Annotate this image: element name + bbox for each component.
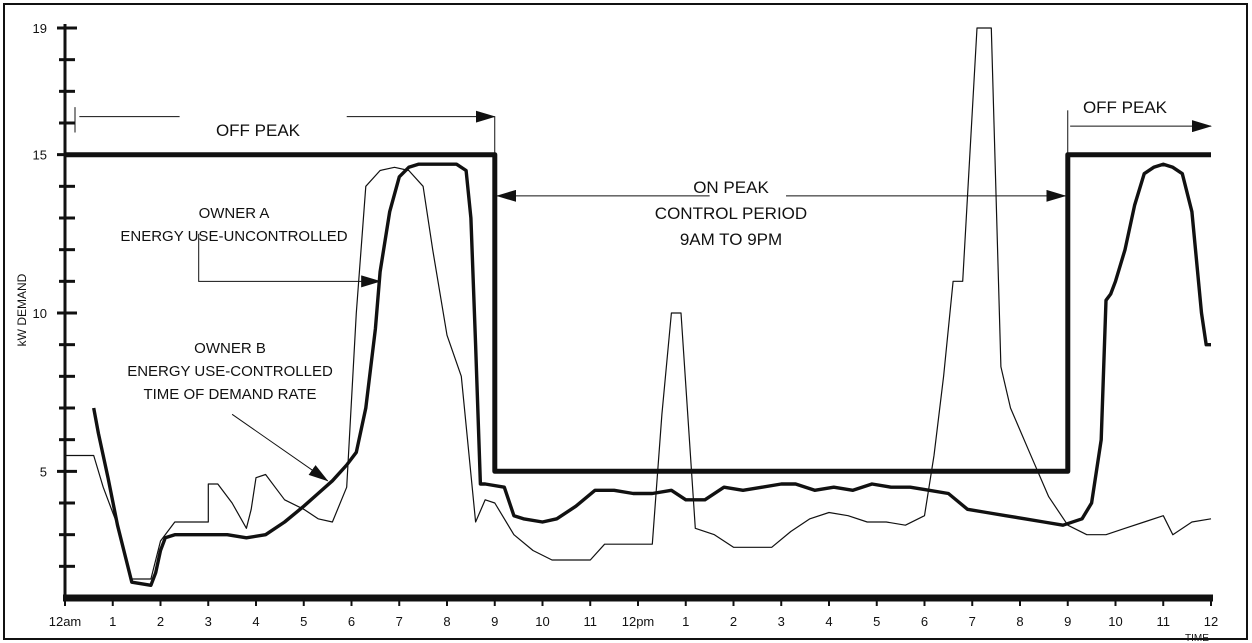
annotation-owner-b-line3: TIME OF DEMAND RATE: [143, 386, 316, 403]
x-tick-label-18: 6: [921, 614, 928, 629]
annotation-on-peak-line1: ON PEAK: [693, 178, 769, 197]
x-tick-label-15: 3: [778, 614, 785, 629]
x-tick-label-16: 4: [825, 614, 832, 629]
series-lines: [65, 27, 1212, 587]
annotation-owner-a-line2: ENERGY USE-UNCONTROLLED: [120, 228, 347, 245]
x-tick-label-5: 5: [300, 614, 307, 629]
x-tick-label-7: 7: [396, 614, 403, 629]
x-tick-label-21: 9: [1064, 614, 1071, 629]
series-line-2: [65, 27, 1212, 580]
y-tick-label-3: 19: [33, 21, 47, 36]
y-axis-title: kW DEMAND: [15, 273, 29, 346]
y-tick-label-2: 15: [33, 148, 47, 163]
x-tick-label-1: 1: [109, 614, 116, 629]
x-tick-label-13: 1: [682, 614, 689, 629]
x-tick-label-14: 2: [730, 614, 737, 629]
annotation-owner-a-line1: OWNER A: [199, 205, 270, 222]
annotation-on-peak-line2: CONTROL PERIOD: [655, 204, 807, 223]
x-tick-label-17: 5: [873, 614, 880, 629]
annotation-off-peak-right: OFF PEAK: [1083, 98, 1168, 117]
x-tick-label-0: 12am: [49, 614, 82, 629]
x-tick-label-19: 7: [969, 614, 976, 629]
x-tick-label-20: 8: [1016, 614, 1023, 629]
x-tick-label-8: 8: [443, 614, 450, 629]
annotation-on-peak-line3: 9AM TO 9PM: [680, 230, 782, 249]
annotation-arrows: [79, 110, 1212, 482]
x-tick-label-6: 6: [348, 614, 355, 629]
x-tick-label-9: 9: [491, 614, 498, 629]
annotation-owner-b-line1: OWNER B: [194, 340, 266, 357]
x-tick-label-24: 12: [1204, 614, 1218, 629]
y-tick-label-1: 10: [33, 306, 47, 321]
series-line-1: [92, 162, 1211, 587]
x-tick-label-23: 11: [1157, 614, 1171, 629]
annotation-off-peak-left: OFF PEAK: [216, 121, 301, 140]
x-tick-label-4: 4: [252, 614, 259, 629]
arrow-owner-b: [231, 413, 329, 482]
arrow-owner-a: [198, 233, 382, 288]
series-line-0: [65, 152, 1211, 474]
x-tick-label-3: 3: [205, 614, 212, 629]
x-tick-label-2: 2: [157, 614, 164, 629]
x-tick-label-10: 10: [535, 614, 549, 629]
x-tick-label-12: 12pm: [622, 614, 655, 629]
annotation-owner-b-line2: ENERGY USE-CONTROLLED: [127, 363, 333, 380]
x-tick-label-11: 11: [584, 614, 598, 629]
x-tick-label-22: 10: [1108, 614, 1122, 629]
x-axis-title: TIME: [1185, 633, 1209, 643]
y-tick-label-0: 5: [40, 464, 47, 479]
